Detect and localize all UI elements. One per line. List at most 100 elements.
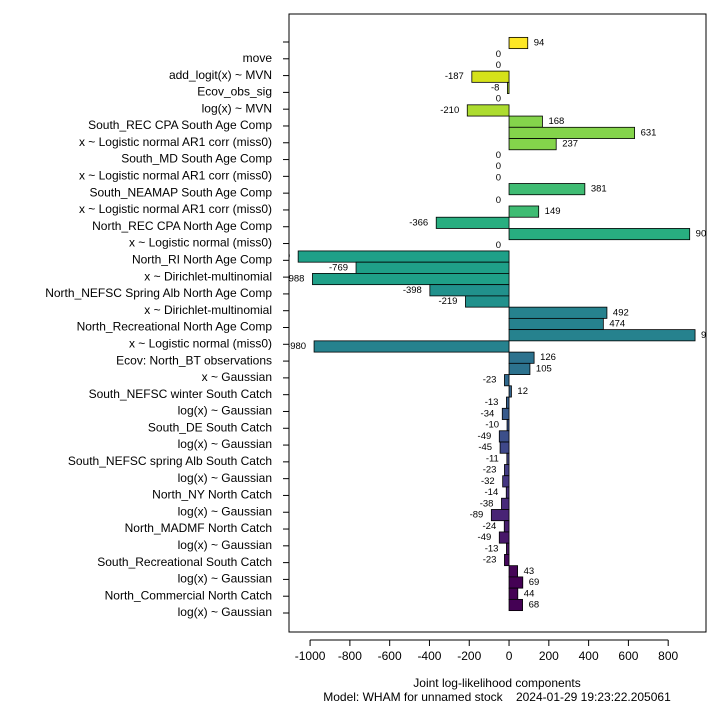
y-tick-label: x ~ Gaussian	[202, 370, 272, 384]
bar	[508, 587, 519, 600]
plot-area: 9400-187-80-2101686312370003810149-36690…	[266, 36, 706, 612]
value-label: 105	[536, 363, 552, 374]
bar	[504, 464, 510, 477]
plot-frame	[288, 13, 707, 633]
value-label: 68	[529, 600, 540, 611]
subtitle: Model: WHAM for unnamed stock 2024-01-29…	[323, 690, 671, 704]
value-label: -210	[440, 105, 459, 116]
value-label: 44	[524, 588, 535, 599]
value-label: -38	[480, 498, 494, 509]
value-label: -45	[478, 442, 492, 453]
y-tick-label: log(x) ~ Gaussian	[178, 404, 272, 418]
value-label: 94	[534, 38, 545, 49]
y-tick-label: x ~ Logistic normal AR1 corr (miss0)	[79, 135, 272, 149]
y-tick-label: add_logit(x) ~ MVN	[169, 68, 272, 82]
value-label: -32	[481, 476, 495, 487]
y-tick-label: x ~ Logistic normal (miss0)	[129, 236, 272, 250]
value-label: -23	[483, 465, 497, 476]
value-label: 0	[496, 195, 501, 206]
y-tick-label: log(x) ~ Gaussian	[178, 572, 272, 586]
y-tick-label: South_MD South Age Comp	[121, 152, 272, 166]
y-tick-label: log(x) ~ Gaussian	[178, 471, 272, 485]
bar	[503, 520, 510, 533]
bar	[312, 273, 510, 286]
bar	[506, 396, 510, 409]
x-tick-label: -800	[338, 649, 362, 663]
y-tick-label: South_NEAMAP South Age Comp	[89, 185, 272, 199]
value-label: 126	[540, 352, 556, 363]
value-label: -24	[483, 521, 497, 532]
y-tick-label: North_Recreational North Age Comp	[77, 320, 273, 334]
value-label: 69	[529, 577, 540, 588]
value-label: -1060	[266, 251, 290, 262]
value-label: 43	[524, 566, 535, 577]
y-tick-label: South_NEFSC winter South Catch	[89, 387, 272, 401]
value-label: -89	[470, 510, 484, 521]
bar	[499, 441, 510, 454]
x-tick-label: 200	[539, 649, 559, 663]
bar	[501, 407, 510, 420]
y-tick-label: x ~ Logistic normal (miss0)	[129, 336, 272, 350]
y-tick-label: x ~ Logistic normal AR1 corr (miss0)	[79, 169, 272, 183]
y-tick-label: South_REC CPA South Age Comp	[88, 118, 272, 132]
bar	[429, 284, 510, 297]
value-label: -13	[485, 397, 499, 408]
y-tick-label: log(x) ~ Gaussian	[178, 504, 272, 518]
y-tick-label: log(x) ~ MVN	[202, 101, 272, 115]
y-tick-label: North_Commercial North Catch	[105, 588, 272, 602]
y-tick-label: North_NY North Catch	[152, 488, 272, 502]
y-tick-label: South_DE South Catch	[148, 420, 272, 434]
x-tick-label: -200	[457, 649, 481, 663]
bar	[508, 138, 557, 151]
bar	[508, 183, 586, 196]
bar	[508, 36, 529, 50]
y-tick-label: South_Recreational South Catch	[97, 555, 272, 569]
bar	[504, 554, 510, 567]
bar	[508, 317, 604, 331]
y-tick-label: x ~ Dirichlet-multinomial	[144, 269, 272, 283]
bar	[505, 486, 510, 499]
bar	[297, 250, 510, 263]
value-label: 149	[545, 206, 561, 217]
x-tick-label: -1000	[295, 649, 326, 663]
y-tick-label: Ecov: North_BT observations	[116, 353, 272, 367]
value-label: 0	[496, 94, 501, 105]
bar	[508, 362, 531, 375]
bar	[507, 81, 510, 94]
x-axis-label: Joint log-likelihood components	[413, 676, 580, 690]
value-label: 0	[496, 49, 501, 60]
y-tick-label: move	[243, 51, 273, 65]
value-label: -14	[485, 487, 499, 498]
x-tick-label: 0	[506, 649, 513, 663]
bar	[508, 205, 540, 218]
bar	[508, 228, 691, 241]
bar	[355, 261, 510, 274]
bar	[502, 475, 510, 488]
y-tick-label: log(x) ~ Gaussian	[178, 605, 272, 619]
value-label: 237	[562, 139, 578, 150]
value-label: 0	[496, 161, 501, 172]
value-label: -49	[478, 532, 492, 543]
bar	[506, 419, 510, 432]
bar	[508, 351, 535, 364]
y-tick-label: Ecov_obs_sig	[197, 85, 272, 99]
value-label: 492	[613, 307, 629, 318]
bar	[498, 430, 510, 443]
bar	[508, 565, 518, 578]
value-label: 0	[496, 150, 501, 161]
bar	[501, 497, 510, 510]
x-tick-label: 400	[579, 649, 599, 663]
bar	[506, 452, 510, 465]
value-label: -398	[403, 285, 422, 296]
value-label: 12	[517, 386, 528, 397]
y-tick-label: North_REC CPA North Age Comp	[92, 219, 272, 233]
value-label: -366	[409, 217, 428, 228]
value-label: -11	[486, 453, 499, 464]
value-label: 474	[609, 319, 625, 330]
y-tick-label: x ~ Logistic normal AR1 corr (miss0)	[79, 202, 272, 216]
value-label: -219	[438, 296, 457, 307]
value-label: -13	[485, 543, 499, 554]
value-label: -8	[491, 82, 499, 93]
value-label: -988	[285, 274, 304, 285]
